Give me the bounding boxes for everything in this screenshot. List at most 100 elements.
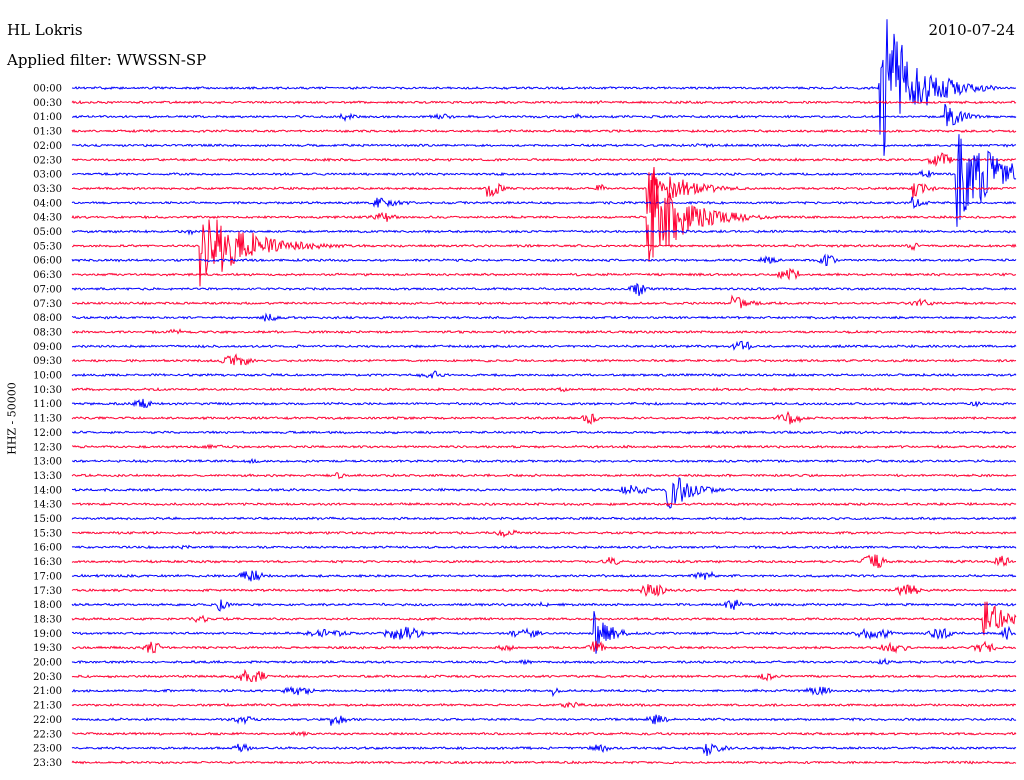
time-tick-label: 22:30 xyxy=(33,729,62,740)
time-tick-label: 15:30 xyxy=(33,528,62,539)
time-tick-label: 02:30 xyxy=(33,155,62,166)
time-tick-label: 05:00 xyxy=(33,227,62,238)
time-tick-label: 14:30 xyxy=(33,500,62,511)
trace-line-0430 xyxy=(71,173,1017,262)
time-tick-label: 20:00 xyxy=(33,658,62,669)
traces-group xyxy=(71,19,1017,765)
time-tick-label: 04:00 xyxy=(33,198,62,209)
trace-line-2000 xyxy=(71,657,1017,666)
time-tick-label: 11:00 xyxy=(33,399,62,410)
trace-line-0600 xyxy=(71,253,1017,267)
trace-line-1830 xyxy=(71,601,1017,636)
time-tick-label: 06:30 xyxy=(33,270,62,281)
time-tick-label: 23:00 xyxy=(33,744,62,755)
trace-line-0830 xyxy=(71,328,1017,335)
time-tick-label: 02:00 xyxy=(33,141,62,152)
trace-line-2230 xyxy=(72,730,1017,738)
trace-line-0330 xyxy=(71,166,1017,214)
trace-line-1430 xyxy=(71,501,1017,507)
trace-line-0300 xyxy=(72,134,1017,227)
trace-line-1230 xyxy=(71,443,1017,450)
time-tick-label: 17:00 xyxy=(33,571,62,582)
trace-line-1400 xyxy=(71,477,1017,509)
time-tick-label: 01:30 xyxy=(33,127,62,138)
time-tick-label: 08:30 xyxy=(33,327,62,338)
time-tick-label: 12:30 xyxy=(33,442,62,453)
time-tick-label: 04:30 xyxy=(33,213,62,224)
trace-line-1600 xyxy=(71,544,1017,550)
time-tick-label: 00:30 xyxy=(33,98,62,109)
date-label: 2010-07-24 xyxy=(928,21,1015,39)
trace-line-1730 xyxy=(71,584,1017,598)
time-tick-label: 16:30 xyxy=(33,557,62,568)
time-tick-label: 17:30 xyxy=(33,586,62,597)
time-tick-label: 22:00 xyxy=(33,715,62,726)
time-tick-labels: 00:00 00:30 01:00 01:30 02:00 02:30 03:00 03:30… xyxy=(33,84,62,769)
trace-line-1800 xyxy=(71,599,1017,612)
time-tick-label: 19:00 xyxy=(33,629,62,640)
time-tick-label: 18:30 xyxy=(33,614,62,625)
time-tick-label: 11:30 xyxy=(33,414,62,425)
trace-line-0500 xyxy=(71,229,1017,236)
time-tick-label: 18:00 xyxy=(33,600,62,611)
trace-line-0900 xyxy=(71,340,1017,351)
time-tick-label: 13:30 xyxy=(33,471,62,482)
trace-line-1330 xyxy=(71,472,1017,480)
trace-line-2200 xyxy=(71,714,1017,726)
time-tick-label: 00:00 xyxy=(33,84,62,95)
trace-line-0130 xyxy=(71,128,1017,134)
time-tick-label: 07:00 xyxy=(33,284,62,295)
time-tick-label: 23:30 xyxy=(33,758,62,769)
time-tick-label: 21:00 xyxy=(33,686,62,697)
trace-line-1900 xyxy=(71,611,1017,654)
trace-line-0800 xyxy=(71,312,1017,322)
trace-line-0230 xyxy=(71,152,1017,168)
time-tick-label: 15:00 xyxy=(33,514,62,525)
trace-line-2300 xyxy=(71,743,1017,756)
time-tick-label: 14:00 xyxy=(33,485,62,496)
trace-line-1500 xyxy=(71,516,1017,521)
filter-label: Applied filter: WWSSN-SP xyxy=(7,51,207,69)
time-tick-label: 01:00 xyxy=(33,112,62,123)
trace-line-1700 xyxy=(71,570,1017,582)
time-tick-label: 07:30 xyxy=(33,299,62,310)
trace-line-0100 xyxy=(71,103,1017,127)
time-tick-label: 12:00 xyxy=(33,428,62,439)
time-tick-label: 10:00 xyxy=(33,371,62,382)
trace-line-1530 xyxy=(71,529,1017,539)
time-tick-label: 06:00 xyxy=(33,256,62,267)
time-tick-label: 16:00 xyxy=(33,543,62,554)
time-tick-label: 21:30 xyxy=(33,701,62,712)
trace-line-1000 xyxy=(71,370,1017,379)
time-tick-label: 08:00 xyxy=(33,313,62,324)
trace-line-1930 xyxy=(71,640,1016,654)
time-tick-label: 03:30 xyxy=(33,184,62,195)
time-tick-label: 10:30 xyxy=(33,385,62,396)
time-tick-label: 03:00 xyxy=(33,170,62,181)
trace-line-0530 xyxy=(71,219,1017,287)
time-tick-label: 13:00 xyxy=(33,457,62,468)
trace-line-0400 xyxy=(71,196,1017,209)
trace-line-0000 xyxy=(71,19,1016,156)
trace-line-0630 xyxy=(71,267,1016,281)
station-title: HL Lokris xyxy=(7,21,83,39)
trace-line-2330 xyxy=(71,760,1017,765)
trace-line-2030 xyxy=(71,668,1017,683)
trace-line-2130 xyxy=(71,701,1017,709)
time-tick-label: 20:30 xyxy=(33,672,62,683)
trace-line-1030 xyxy=(71,386,1017,393)
time-tick-label: 09:30 xyxy=(33,356,62,367)
trace-line-1300 xyxy=(71,458,1016,465)
trace-line-0700 xyxy=(71,282,1017,297)
time-tick-label: 19:30 xyxy=(33,643,62,654)
trace-line-0030 xyxy=(71,99,1017,105)
trace-line-0730 xyxy=(72,294,1017,309)
trace-line-1200 xyxy=(72,429,1017,435)
trace-line-1630 xyxy=(71,554,1017,569)
trace-line-2100 xyxy=(71,685,1017,698)
trace-line-1130 xyxy=(71,410,1017,425)
trace-line-0930 xyxy=(71,353,1017,366)
trace-line-0200 xyxy=(71,143,1017,149)
trace-line-1100 xyxy=(71,398,1017,409)
